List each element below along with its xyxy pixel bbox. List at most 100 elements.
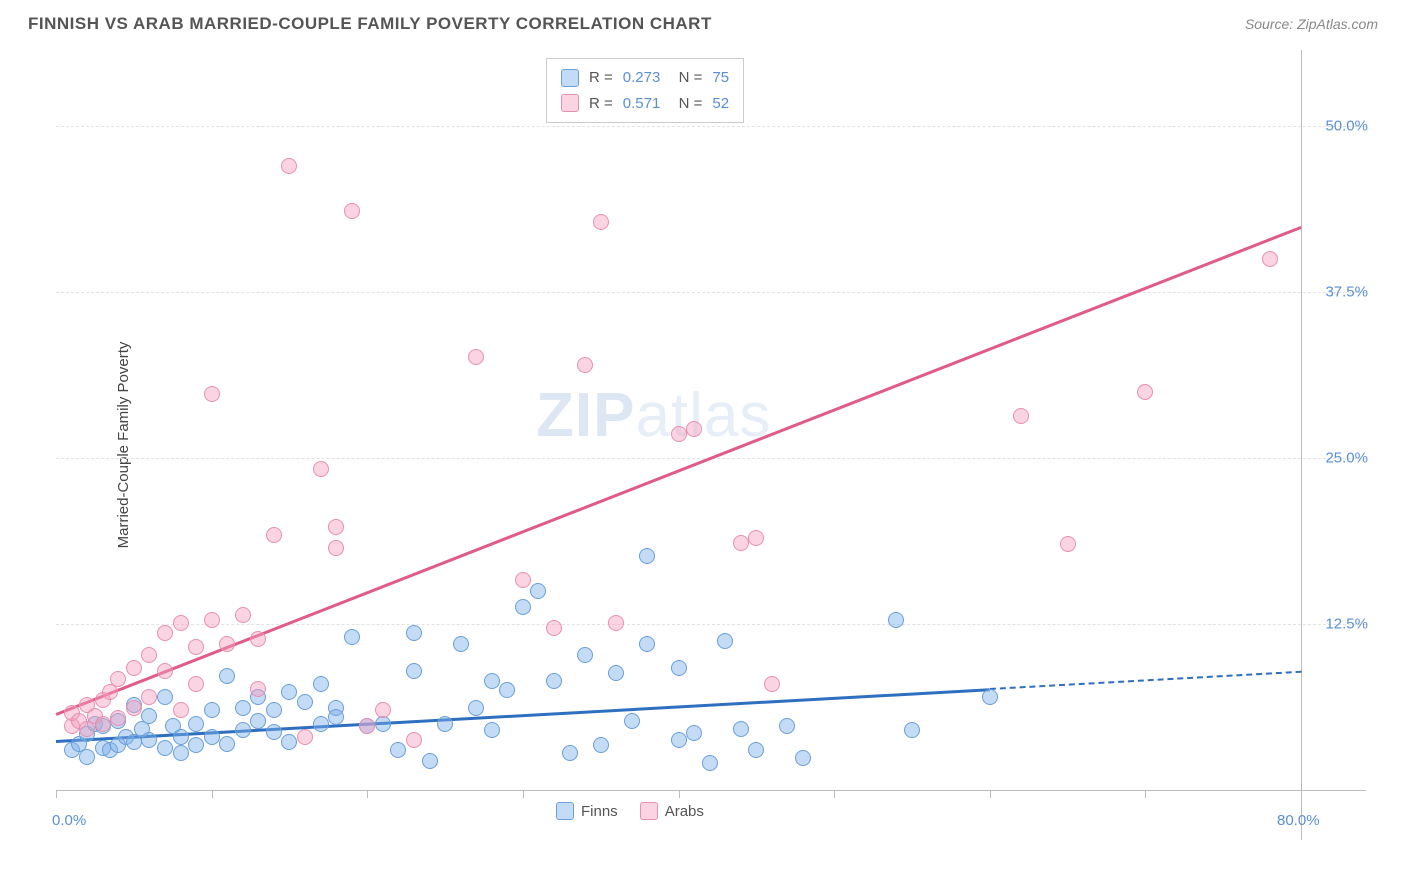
data-point	[266, 724, 282, 740]
data-point	[235, 607, 251, 623]
data-point	[795, 750, 811, 766]
data-point	[266, 527, 282, 543]
data-point	[219, 636, 235, 652]
data-point	[1060, 536, 1076, 552]
data-point	[608, 665, 624, 681]
data-point	[188, 716, 204, 732]
data-point	[110, 710, 126, 726]
data-point	[422, 753, 438, 769]
x-tick	[212, 790, 213, 798]
data-point	[126, 660, 142, 676]
data-point	[344, 629, 360, 645]
watermark: ZIPatlas	[536, 380, 771, 451]
data-point	[313, 461, 329, 477]
data-point	[204, 612, 220, 628]
source-link[interactable]: ZipAtlas.com	[1297, 16, 1378, 32]
data-point	[608, 615, 624, 631]
data-point	[671, 732, 687, 748]
stat-n-label: N =	[670, 65, 702, 91]
x-tick	[990, 790, 991, 798]
data-point	[204, 386, 220, 402]
data-point	[406, 625, 422, 641]
stats-legend: R =0.273 N =75R =0.571 N =52	[546, 58, 744, 123]
data-point	[235, 722, 251, 738]
data-point	[188, 737, 204, 753]
x-tick	[367, 790, 368, 798]
data-point	[515, 599, 531, 615]
stat-r-label: R =	[589, 91, 613, 117]
data-point	[982, 689, 998, 705]
stats-row: R =0.571 N =52	[561, 91, 729, 117]
data-point	[250, 681, 266, 697]
data-point	[484, 673, 500, 689]
data-point	[281, 684, 297, 700]
legend-item: Finns	[556, 802, 618, 820]
data-point	[235, 700, 251, 716]
y-tick-label: 50.0%	[1325, 118, 1368, 135]
data-point	[671, 660, 687, 676]
source-label: Source:	[1245, 16, 1293, 32]
data-point	[126, 700, 142, 716]
data-point	[593, 214, 609, 230]
data-point	[173, 615, 189, 631]
data-point	[1013, 408, 1029, 424]
x-tick	[679, 790, 680, 798]
data-point	[79, 749, 95, 765]
data-point	[499, 682, 515, 698]
data-point	[702, 755, 718, 771]
data-point	[577, 357, 593, 373]
x-axis	[56, 790, 1366, 791]
data-point	[748, 742, 764, 758]
source-attribution: Source: ZipAtlas.com	[1245, 16, 1378, 32]
data-point	[297, 729, 313, 745]
data-point	[406, 663, 422, 679]
trend-line	[56, 226, 1302, 715]
data-point	[157, 740, 173, 756]
legend-swatch	[640, 802, 658, 820]
data-point	[204, 702, 220, 718]
data-point	[686, 725, 702, 741]
data-point	[281, 734, 297, 750]
data-point	[904, 722, 920, 738]
data-point	[173, 702, 189, 718]
data-point	[141, 689, 157, 705]
scatter-plot: 12.5%25.0%37.5%50.0%0.0%80.0%ZIPatlasR =…	[56, 50, 1366, 840]
data-point	[624, 713, 640, 729]
data-point	[390, 742, 406, 758]
trend-line-extrapolated	[990, 671, 1301, 690]
data-point	[188, 639, 204, 655]
x-tick	[56, 790, 57, 798]
data-point	[110, 671, 126, 687]
data-point	[219, 668, 235, 684]
data-point	[1137, 384, 1153, 400]
data-point	[686, 421, 702, 437]
data-point	[468, 700, 484, 716]
data-point	[530, 583, 546, 599]
data-point	[250, 713, 266, 729]
data-point	[406, 732, 422, 748]
data-point	[437, 716, 453, 732]
data-point	[468, 349, 484, 365]
data-point	[515, 572, 531, 588]
y-axis-right	[1301, 50, 1302, 840]
data-point	[577, 647, 593, 663]
data-point	[297, 694, 313, 710]
chart-title: FINNISH VS ARAB MARRIED-COUPLE FAMILY PO…	[28, 14, 712, 34]
data-point	[671, 426, 687, 442]
legend-swatch	[556, 802, 574, 820]
stat-r-value: 0.273	[623, 65, 661, 91]
x-tick	[1301, 790, 1302, 798]
data-point	[453, 636, 469, 652]
data-point	[733, 535, 749, 551]
data-point	[328, 519, 344, 535]
x-min-label: 0.0%	[52, 812, 86, 829]
data-point	[204, 729, 220, 745]
data-point	[546, 620, 562, 636]
data-point	[157, 625, 173, 641]
data-point	[764, 676, 780, 692]
stat-n-label: N =	[670, 91, 702, 117]
data-point	[219, 736, 235, 752]
data-point	[546, 673, 562, 689]
data-point	[313, 676, 329, 692]
data-point	[748, 530, 764, 546]
